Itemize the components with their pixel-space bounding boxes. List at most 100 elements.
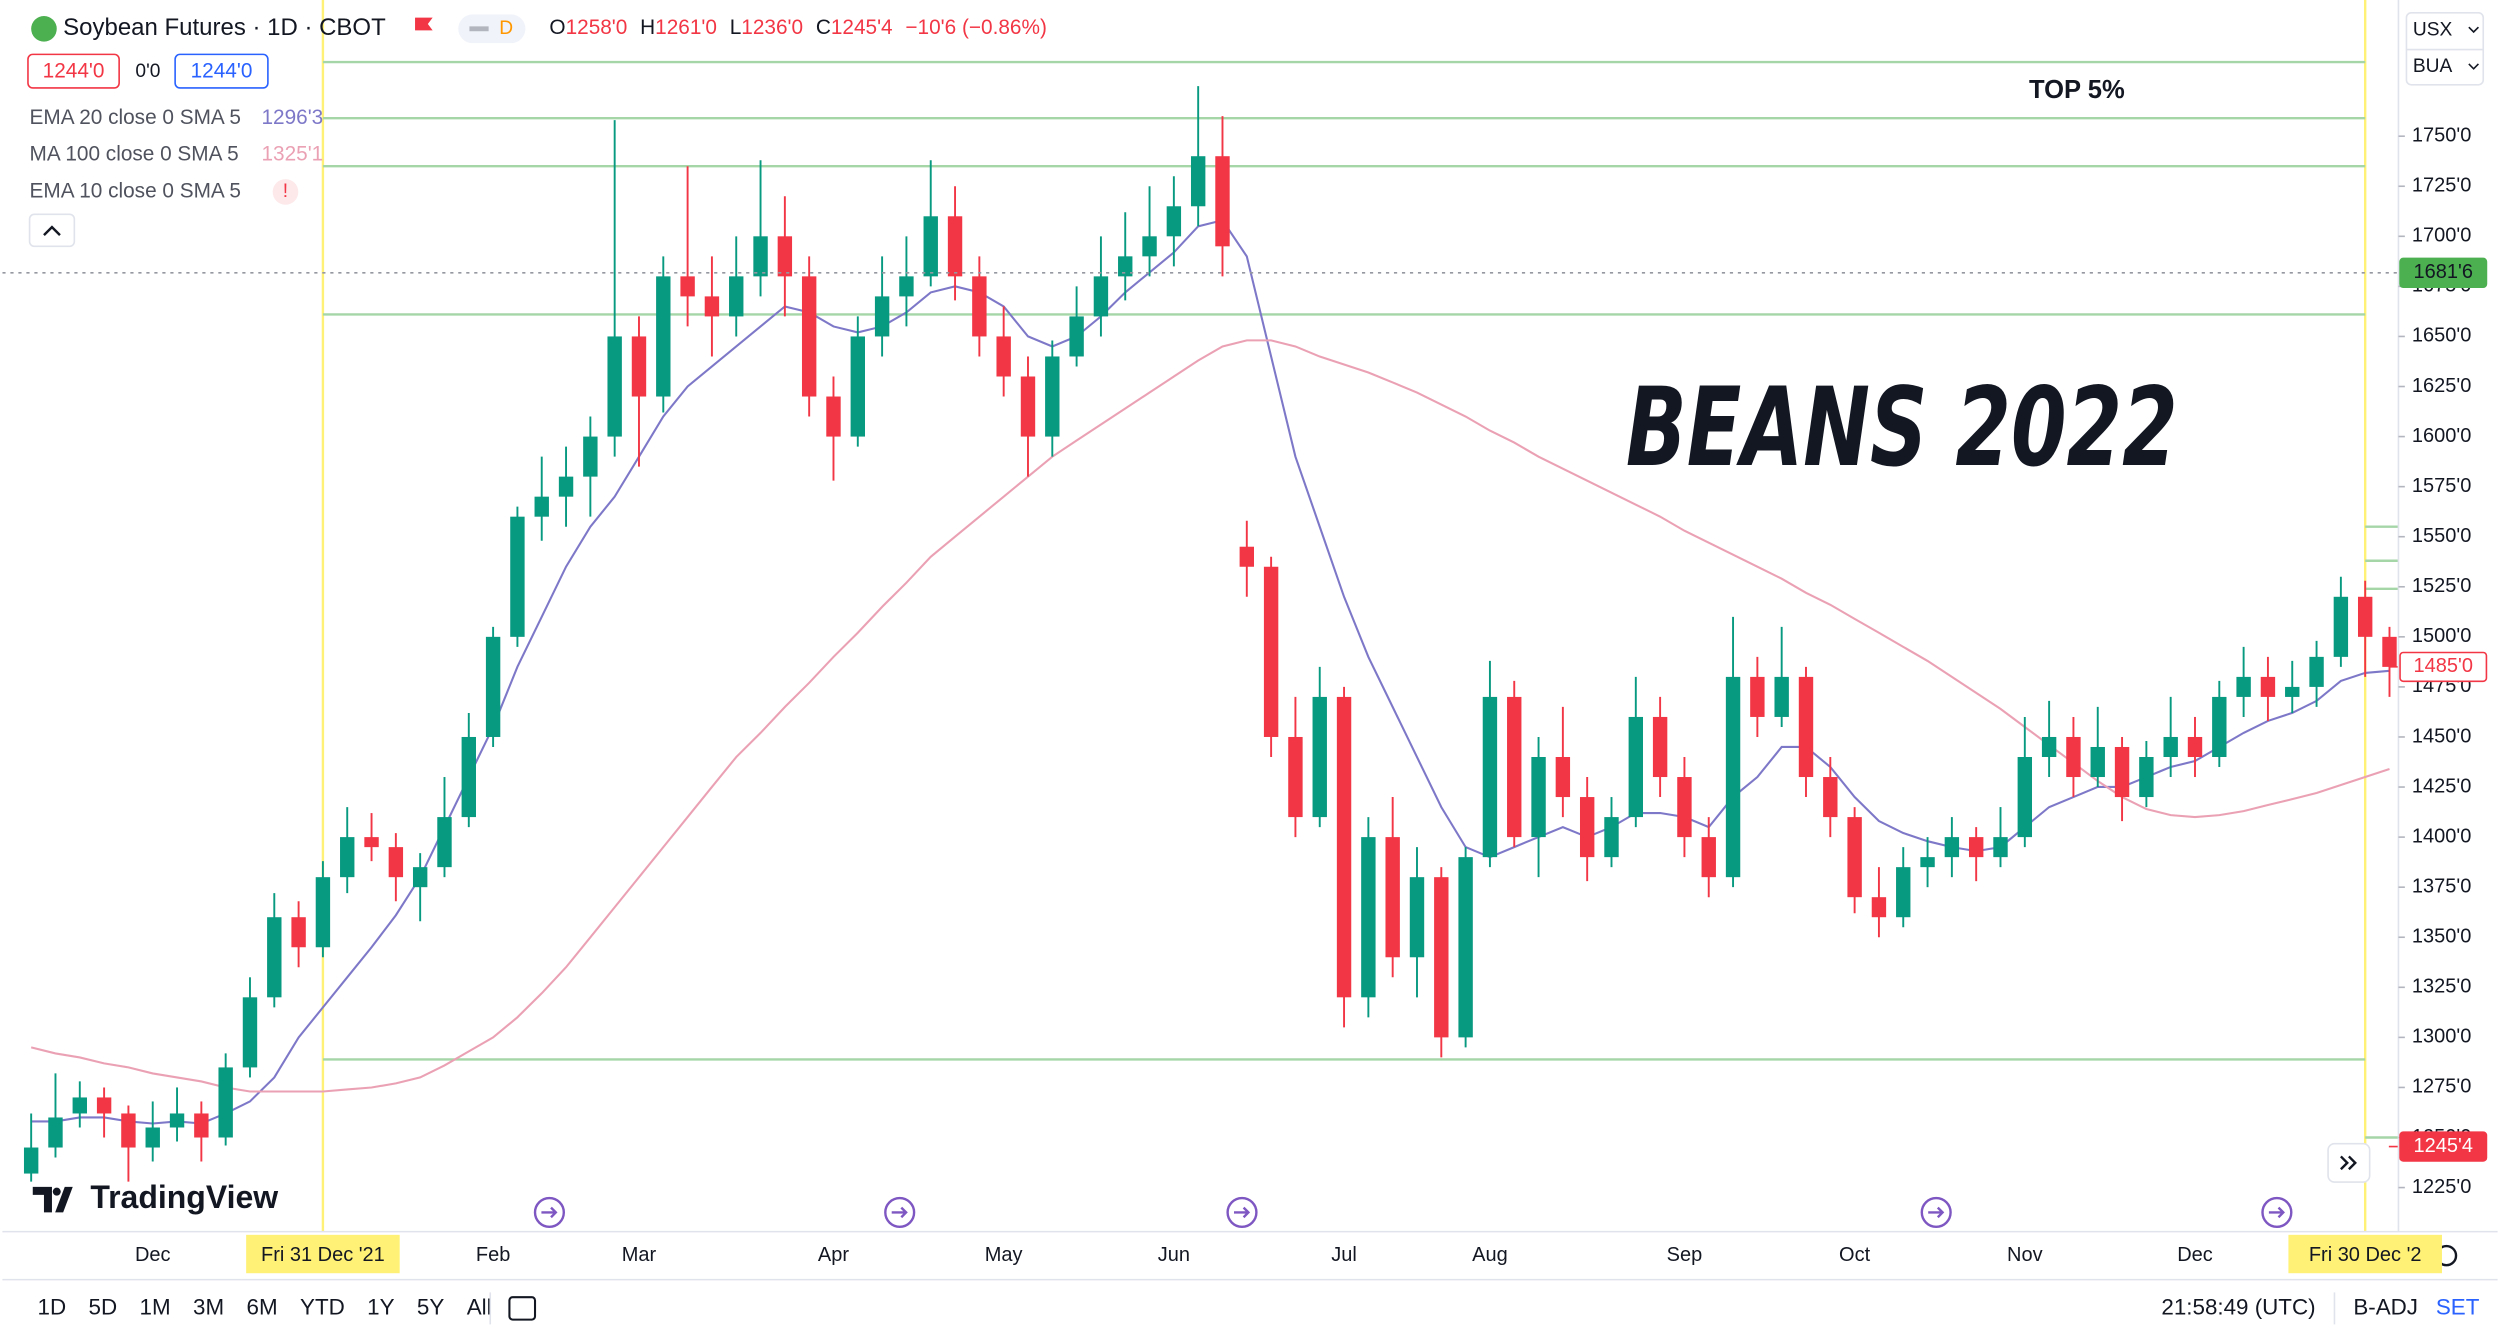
price-label-box <box>2399 651 2488 683</box>
y-tick-label: 1275'0 <box>2412 1076 2471 1098</box>
sell-box[interactable] <box>27 53 120 89</box>
candle-body <box>2066 736 2081 778</box>
candle-body <box>340 837 355 878</box>
candle-body <box>1458 857 1473 1038</box>
y-tick-label: 1750'0 <box>2412 124 2471 146</box>
unit[interactable]: BUA <box>2413 56 2453 77</box>
candle-body <box>826 396 841 437</box>
candle-body <box>874 296 890 337</box>
candle-body <box>485 636 501 737</box>
event-arrow <box>891 1206 908 1219</box>
x-tick-label: Apr <box>818 1244 849 1266</box>
indicator-name: EMA 20 close 0 SMA 5 <box>30 106 241 129</box>
y-tick-label: 1425'0 <box>2412 775 2471 797</box>
x-tick-label: Oct <box>1839 1244 1871 1266</box>
candle-body <box>1312 696 1327 818</box>
candle-body <box>2090 746 2105 778</box>
sell-price[interactable]: 1244'0 <box>43 59 105 82</box>
collapse-button[interactable] <box>28 213 76 248</box>
collapse-icon[interactable] <box>43 225 61 236</box>
candle-body <box>1385 837 1400 958</box>
currency[interactable]: USX <box>2413 19 2453 40</box>
candle-body <box>1725 676 1741 878</box>
candle-body <box>121 1113 136 1148</box>
range-button[interactable]: 5D <box>89 1294 118 1319</box>
buy-box[interactable] <box>174 53 269 89</box>
candle-body <box>777 236 793 277</box>
range-button[interactable]: 1D <box>38 1294 67 1319</box>
candle-body <box>996 336 1011 377</box>
candle-body <box>412 867 428 888</box>
x-tick-label: Fri 30 Dec '2 <box>2309 1244 2422 1266</box>
range-button[interactable]: 6M <box>247 1294 278 1319</box>
calendar-icon[interactable] <box>508 1296 537 1321</box>
interval-badge: D <box>499 18 513 39</box>
settlement-toggle[interactable]: SET <box>2436 1294 2480 1319</box>
candle-body <box>2236 676 2251 697</box>
price-label: 1681'6 <box>2414 261 2473 283</box>
candle-body <box>1750 676 1765 717</box>
candle-body <box>315 877 331 948</box>
y-tick-label: 1375'0 <box>2412 875 2471 897</box>
x-tick-label: Aug <box>1472 1244 1508 1266</box>
candle-body <box>48 1117 63 1148</box>
y-tick-label: 1225'0 <box>2412 1176 2471 1198</box>
candle-body <box>267 917 282 998</box>
range-button[interactable]: 1Y <box>367 1294 394 1319</box>
range-button[interactable]: YTD <box>300 1294 345 1319</box>
range-button[interactable]: 1M <box>140 1294 171 1319</box>
x-tick-label: Dec <box>135 1244 171 1266</box>
ohlc-key: O <box>549 16 565 39</box>
buy-price[interactable]: 1244'0 <box>191 59 253 82</box>
event-icons <box>533 1196 2293 1229</box>
ohlc-value: 1236'0 <box>741 16 803 39</box>
candle-body <box>1847 817 1862 898</box>
candle-body <box>145 1127 160 1148</box>
candle-body <box>1288 736 1303 818</box>
candle-body <box>2163 736 2178 758</box>
x-tick-label: Fri 31 Dec '21 <box>261 1244 385 1266</box>
status-pill <box>458 14 526 44</box>
candle-body <box>972 276 987 337</box>
unit-box[interactable] <box>2405 11 2485 86</box>
event-icon[interactable] <box>884 1196 916 1229</box>
y-tick-label: 1725'0 <box>2412 175 2471 197</box>
indicator-value: 1296'3 <box>261 106 323 129</box>
dropdown-arrows <box>2468 26 2479 70</box>
y-tick-label: 1550'0 <box>2412 525 2471 547</box>
range-bar: 1D 5D 1M 3M 6M YTD 1Y 5Y All <box>38 1294 492 1319</box>
candle-body <box>1896 867 1911 918</box>
y-tick-label: 1600'0 <box>2412 425 2471 447</box>
candle-body <box>729 276 744 317</box>
flag-icon[interactable] <box>415 17 433 31</box>
watermark-text: BEANS 2022 <box>1626 364 2178 491</box>
candle-body <box>96 1097 112 1114</box>
candle-body <box>558 476 574 497</box>
event-icon[interactable] <box>1226 1196 1258 1229</box>
indicator-name: EMA 10 close 0 SMA 5 <box>30 179 241 202</box>
range-button[interactable]: 3M <box>193 1294 224 1319</box>
candle-body <box>753 236 768 277</box>
x-tick-label: Jun <box>1158 1244 1190 1266</box>
symbol-title[interactable]: Soybean Futures · 1D · CBOT <box>63 14 386 41</box>
candle-body <box>1020 376 1036 437</box>
candle-body <box>1701 837 1716 878</box>
range-button[interactable]: All <box>467 1294 492 1319</box>
candle-body <box>899 276 914 297</box>
adjust-toggle[interactable]: B-ADJ <box>2353 1294 2418 1319</box>
candle-body <box>23 1147 39 1174</box>
candle-body <box>364 837 379 848</box>
event-arrow <box>2268 1206 2285 1219</box>
event-icon[interactable] <box>533 1196 566 1229</box>
event-icon[interactable] <box>1920 1196 1952 1229</box>
y-tick-label: 1350'0 <box>2412 926 2471 948</box>
range-button[interactable]: 5Y <box>417 1294 444 1319</box>
candle-body <box>607 336 622 437</box>
event-icon[interactable] <box>2261 1196 2293 1229</box>
y-tick-label: 1625'0 <box>2412 375 2471 397</box>
ohlc-value: 1258'0 <box>566 16 628 39</box>
y-tick-label: 1700'0 <box>2412 225 2471 247</box>
candle-body <box>1774 676 1789 717</box>
candle-body <box>2260 676 2276 697</box>
candle-body <box>461 736 476 818</box>
